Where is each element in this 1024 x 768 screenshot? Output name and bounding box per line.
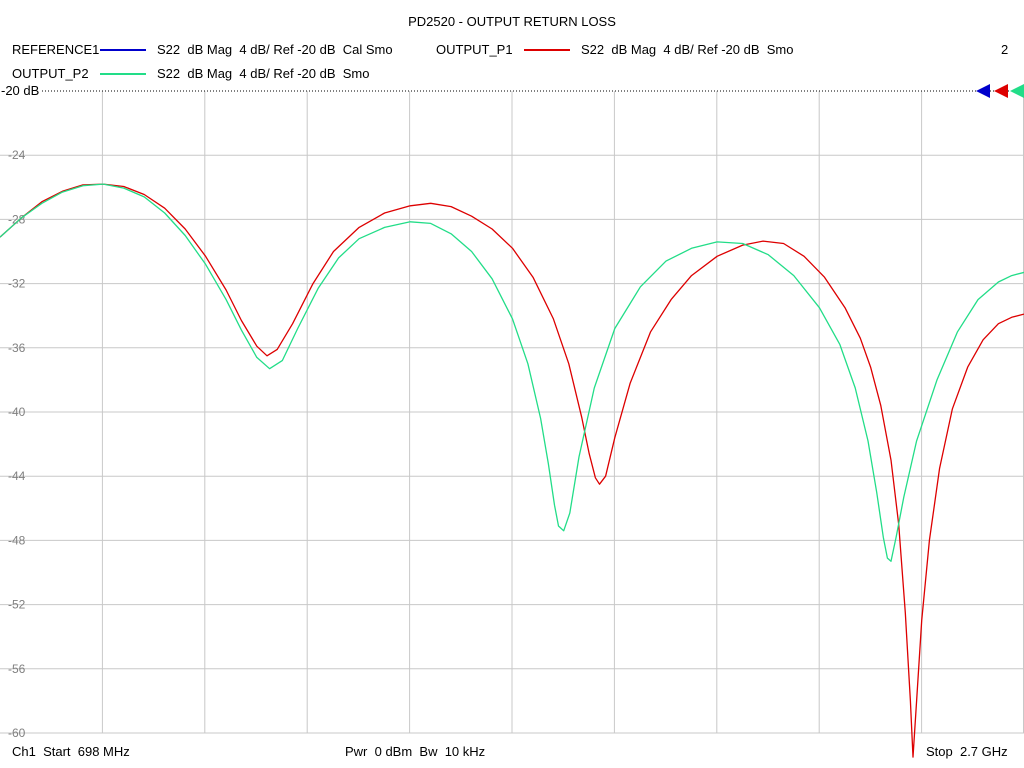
chart-grid [0, 91, 1024, 734]
reference-markers [976, 84, 1024, 98]
legend-desc-output-p2: S22 dB Mag 4 dB/ Ref -20 dB Smo [157, 66, 370, 81]
y-tick-label: -48 [8, 533, 26, 547]
y-tick-label: -56 [8, 662, 26, 676]
y-tick-label: -40 [8, 405, 26, 419]
reference-marker-reference1 [976, 84, 990, 98]
footer-power-bandwidth: Pwr 0 dBm Bw 10 kHz [345, 744, 486, 759]
footer-stop: Stop 2.7 GHz [926, 744, 1008, 759]
chart-title: PD2520 - OUTPUT RETURN LOSS [408, 14, 616, 29]
legend-desc-reference1: S22 dB Mag 4 dB/ Ref -20 dB Cal Smo [157, 42, 393, 57]
legend-name-output-p1: OUTPUT_P1 [436, 42, 513, 57]
trace-output-p2 [0, 183, 1024, 562]
y-tick-labels: -24 -28 -32 -36 -40 -44 -48 -52 -56 -60 [8, 148, 26, 740]
y-tick-label: -44 [8, 469, 26, 483]
footer-start: Ch1 Start 698 MHz [12, 744, 130, 759]
y-tick-label: -36 [8, 341, 26, 355]
legend-name-reference1: REFERENCE1 [12, 42, 100, 57]
legend-row-2: OUTPUT_P2 S22 dB Mag 4 dB/ Ref -20 dB Sm… [0, 64, 1024, 84]
y-tick-label: -28 [8, 212, 26, 226]
legend-swatch-output-p2 [100, 73, 146, 75]
legend-row-1: REFERENCE1 S22 dB Mag 4 dB/ Ref -20 dB C… [0, 40, 1024, 60]
legend-swatch-reference1 [100, 49, 146, 51]
y-tick-label: -24 [8, 148, 26, 162]
chart-traces [0, 183, 1024, 758]
reference-marker-output-p1 [994, 84, 1008, 98]
legend-name-output-p2: OUTPUT_P2 [12, 66, 89, 81]
y-tick-label: -32 [8, 277, 26, 291]
reference-marker-output-p2 [1010, 84, 1024, 98]
reference-level-label: -20 dB [0, 83, 42, 98]
trace-output-p1 [0, 183, 1024, 758]
legend-desc-output-p1: S22 dB Mag 4 dB/ Ref -20 dB Smo [581, 42, 794, 57]
trace-number: 2 [1001, 42, 1009, 57]
y-tick-label: -52 [8, 598, 26, 612]
y-tick-label: -60 [8, 726, 26, 740]
legend-swatch-output-p1 [524, 49, 570, 51]
